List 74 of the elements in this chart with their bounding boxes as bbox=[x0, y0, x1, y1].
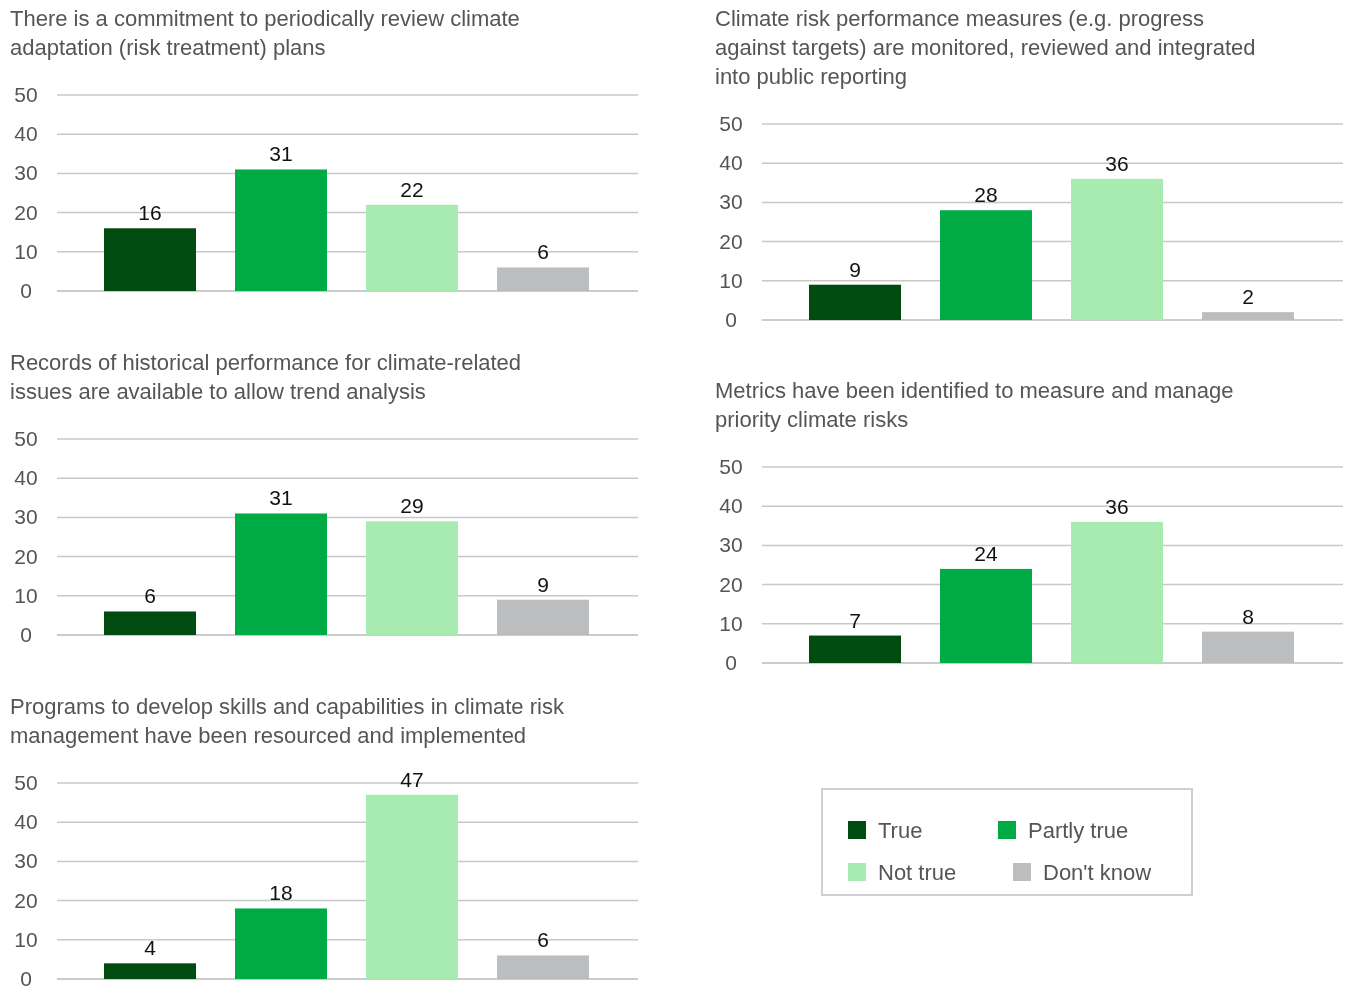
bar bbox=[809, 284, 901, 320]
bar bbox=[235, 169, 327, 291]
y-tick-label: 40 bbox=[719, 494, 743, 518]
bar bbox=[940, 210, 1032, 320]
bar bbox=[366, 204, 458, 291]
data-label: 9 bbox=[537, 572, 549, 596]
y-tick-label: 50 bbox=[719, 112, 743, 135]
y-tick-label: 0 bbox=[725, 308, 737, 331]
y-tick-label: 50 bbox=[14, 83, 38, 106]
data-label: 6 bbox=[537, 240, 549, 264]
data-label: 7 bbox=[849, 608, 861, 632]
y-tick-label: 10 bbox=[719, 268, 743, 292]
y-tick-label: 0 bbox=[725, 651, 737, 674]
y-tick-label: 30 bbox=[719, 533, 743, 557]
data-label: 2 bbox=[1242, 285, 1254, 309]
bar bbox=[940, 568, 1032, 663]
chart-title: Programs to develop skills and capabilities in climate risk management have been resourced and implemented bbox=[10, 694, 565, 748]
y-tick-label: 0 bbox=[20, 623, 32, 646]
data-label: 31 bbox=[269, 486, 293, 510]
data-label: 28 bbox=[974, 183, 998, 207]
y-tick-label: 10 bbox=[719, 611, 743, 635]
data-label: 36 bbox=[1105, 494, 1129, 518]
bar bbox=[104, 963, 196, 979]
bar bbox=[809, 635, 901, 663]
data-label: 36 bbox=[1105, 151, 1129, 175]
legend-label: True bbox=[878, 818, 923, 843]
data-label: 8 bbox=[1242, 604, 1254, 628]
bar bbox=[366, 521, 458, 635]
data-label: 16 bbox=[138, 201, 162, 225]
chart-title: Metrics have been identified to measure and manage priority climate risks bbox=[715, 378, 1234, 432]
y-tick-label: 20 bbox=[14, 200, 38, 224]
y-tick-label: 0 bbox=[20, 967, 32, 990]
data-label: 47 bbox=[400, 767, 424, 791]
y-tick-label: 30 bbox=[14, 849, 38, 873]
data-label: 4 bbox=[144, 936, 157, 960]
data-label: 6 bbox=[537, 928, 549, 952]
data-label: 29 bbox=[400, 494, 424, 518]
y-tick-label: 20 bbox=[14, 544, 38, 568]
y-tick-label: 40 bbox=[14, 810, 38, 834]
bar bbox=[1071, 521, 1163, 663]
y-tick-label: 30 bbox=[14, 161, 38, 185]
legend-label: Don't know bbox=[1043, 860, 1152, 885]
data-label: 9 bbox=[849, 257, 861, 281]
bar bbox=[235, 513, 327, 635]
y-tick-label: 40 bbox=[14, 466, 38, 490]
bar bbox=[104, 611, 196, 635]
data-label: 18 bbox=[269, 881, 293, 905]
y-tick-label: 50 bbox=[719, 455, 743, 478]
chart-title: There is a commitment to periodically review climate adaptation (risk treatment) plans bbox=[10, 6, 520, 60]
bar bbox=[1071, 178, 1163, 320]
y-tick-label: 40 bbox=[14, 122, 38, 146]
legend-label: Not true bbox=[878, 860, 957, 885]
y-tick-label: 20 bbox=[719, 572, 743, 596]
y-tick-label: 50 bbox=[14, 771, 38, 794]
y-tick-label: 40 bbox=[719, 151, 743, 175]
bar bbox=[366, 794, 458, 979]
y-tick-label: 10 bbox=[14, 583, 38, 607]
y-tick-label: 30 bbox=[719, 190, 743, 214]
data-label: 6 bbox=[144, 584, 156, 608]
data-label: 24 bbox=[974, 541, 998, 565]
y-tick-label: 30 bbox=[14, 505, 38, 529]
chart-title: Climate risk performance measures (e.g. progress against targets) are monitored, reviewed and integrated into public reporting bbox=[715, 6, 1256, 89]
bar bbox=[104, 228, 196, 291]
y-tick-label: 10 bbox=[14, 927, 38, 951]
y-tick-label: 50 bbox=[14, 427, 38, 450]
y-tick-label: 0 bbox=[20, 279, 32, 302]
legend-label: Partly true bbox=[1028, 818, 1129, 843]
bar bbox=[235, 908, 327, 979]
chart-title: Records of historical performance for climate-related issues are available to allow trend analysis bbox=[10, 350, 522, 404]
y-tick-label: 10 bbox=[14, 239, 38, 263]
y-tick-label: 20 bbox=[14, 888, 38, 912]
data-label: 22 bbox=[400, 177, 424, 201]
y-tick-label: 20 bbox=[719, 229, 743, 253]
data-label: 31 bbox=[269, 142, 293, 166]
